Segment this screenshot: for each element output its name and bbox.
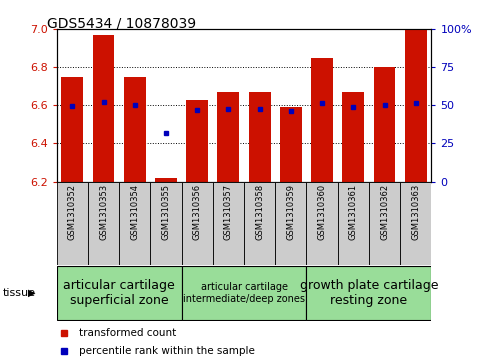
FancyBboxPatch shape: [57, 266, 181, 320]
FancyBboxPatch shape: [213, 182, 244, 265]
Text: GSM1310357: GSM1310357: [224, 184, 233, 240]
FancyBboxPatch shape: [181, 182, 213, 265]
Bar: [311, 58, 333, 182]
Text: GSM1310353: GSM1310353: [99, 184, 108, 240]
Bar: [186, 99, 208, 182]
FancyBboxPatch shape: [307, 266, 431, 320]
Text: GSM1310354: GSM1310354: [130, 184, 139, 240]
Text: GSM1310360: GSM1310360: [317, 184, 326, 240]
FancyBboxPatch shape: [244, 182, 275, 265]
Bar: [217, 92, 240, 182]
FancyBboxPatch shape: [275, 182, 307, 265]
Bar: [280, 107, 302, 182]
Bar: [405, 29, 427, 182]
Bar: [61, 77, 83, 182]
FancyBboxPatch shape: [119, 182, 150, 265]
Bar: [155, 178, 177, 182]
FancyBboxPatch shape: [88, 182, 119, 265]
Text: GSM1310361: GSM1310361: [349, 184, 358, 240]
Bar: [249, 92, 271, 182]
FancyBboxPatch shape: [338, 182, 369, 265]
FancyBboxPatch shape: [181, 266, 307, 320]
Bar: [342, 92, 364, 182]
Text: transformed count: transformed count: [79, 328, 176, 338]
Text: ▶: ▶: [28, 288, 35, 298]
FancyBboxPatch shape: [400, 182, 431, 265]
Text: GSM1310362: GSM1310362: [380, 184, 389, 240]
FancyBboxPatch shape: [150, 182, 181, 265]
Text: GSM1310352: GSM1310352: [68, 184, 77, 240]
FancyBboxPatch shape: [369, 182, 400, 265]
Text: percentile rank within the sample: percentile rank within the sample: [79, 346, 255, 356]
Text: growth plate cartilage
resting zone: growth plate cartilage resting zone: [300, 279, 438, 307]
Bar: [124, 77, 146, 182]
Text: articular cartilage
superficial zone: articular cartilage superficial zone: [63, 279, 175, 307]
Text: GSM1310358: GSM1310358: [255, 184, 264, 240]
FancyBboxPatch shape: [57, 182, 88, 265]
Text: tissue: tissue: [2, 288, 35, 298]
Bar: [374, 67, 395, 182]
Text: GSM1310355: GSM1310355: [162, 184, 171, 240]
Bar: [93, 35, 114, 182]
Text: GSM1310356: GSM1310356: [193, 184, 202, 240]
FancyBboxPatch shape: [307, 182, 338, 265]
Text: GSM1310359: GSM1310359: [286, 184, 295, 240]
Text: GSM1310363: GSM1310363: [411, 184, 420, 240]
Text: articular cartilage
intermediate/deep zones: articular cartilage intermediate/deep zo…: [183, 282, 305, 304]
Text: GDS5434 / 10878039: GDS5434 / 10878039: [47, 16, 196, 30]
